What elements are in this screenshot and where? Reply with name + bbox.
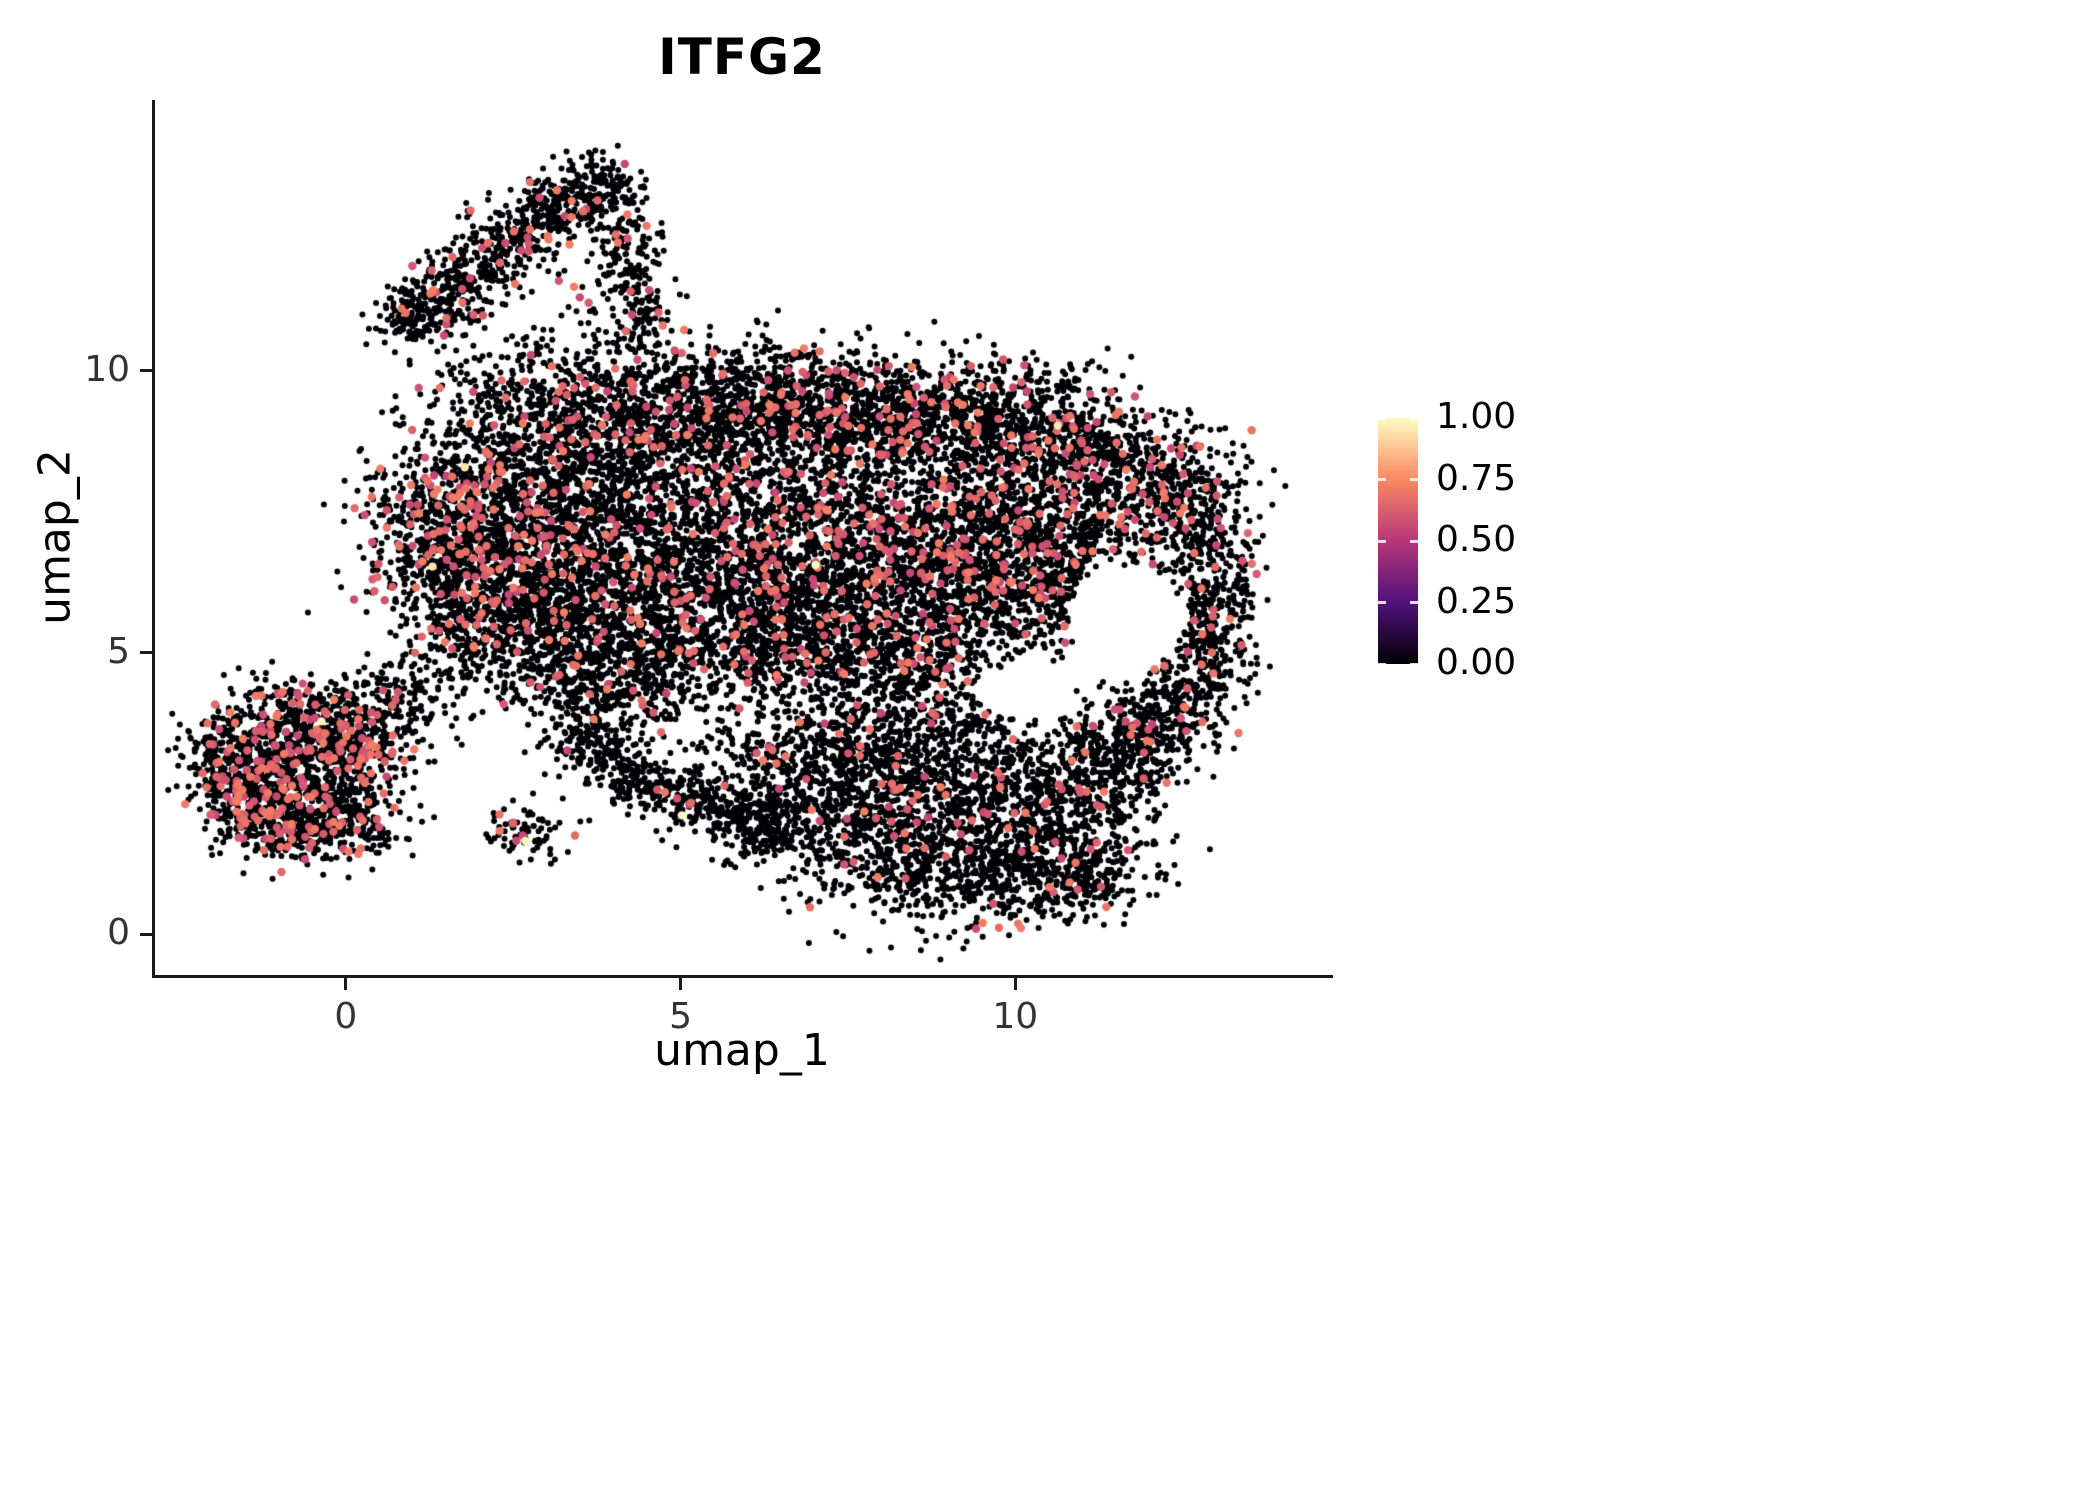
- y-axis-tick: [140, 932, 152, 936]
- y-axis-tick-label: 10: [84, 348, 130, 390]
- x-axis-line: [152, 975, 1333, 978]
- x-axis-tick-label: 0: [334, 996, 358, 1037]
- colorbar-tick: [1378, 478, 1386, 481]
- legend-tick-label: 1.00: [1436, 396, 1517, 437]
- y-axis-tick: [140, 369, 152, 373]
- umap-canvas: [155, 100, 1330, 975]
- y-axis-tick: [140, 651, 152, 654]
- x-axis-tick: [344, 978, 348, 990]
- legend-tick-label: 0.75: [1436, 457, 1517, 499]
- y-axis-tick-label: 5: [107, 630, 130, 672]
- colorbar-tick: [1378, 662, 1386, 666]
- colorbar-tick: [1378, 539, 1386, 543]
- legend-tick-label: 0.25: [1436, 580, 1517, 622]
- x-axis-tick: [679, 978, 683, 990]
- colorbar-tick: [1410, 478, 1418, 481]
- x-axis-tick: [1013, 978, 1017, 990]
- colorbar-tick: [1410, 601, 1418, 604]
- colorbar-tick: [1378, 416, 1386, 420]
- legend-tick-label: 0.50: [1436, 519, 1517, 560]
- colorbar-tick: [1410, 416, 1418, 420]
- colorbar-tick: [1410, 539, 1418, 543]
- x-axis-tick-label: 5: [669, 996, 693, 1037]
- legend-tick-label: 0.00: [1436, 642, 1517, 683]
- y-axis-line: [152, 100, 155, 978]
- x-axis-tick-label: 10: [992, 996, 1039, 1037]
- y-axis-tick-label: 0: [107, 912, 130, 954]
- y-axis-title: umap_2: [29, 449, 81, 625]
- x-axis-title: umap_1: [654, 1025, 830, 1076]
- colorbar-tick: [1378, 601, 1386, 604]
- colorbar-tick: [1410, 662, 1418, 666]
- plot-title: ITFG2: [658, 28, 826, 86]
